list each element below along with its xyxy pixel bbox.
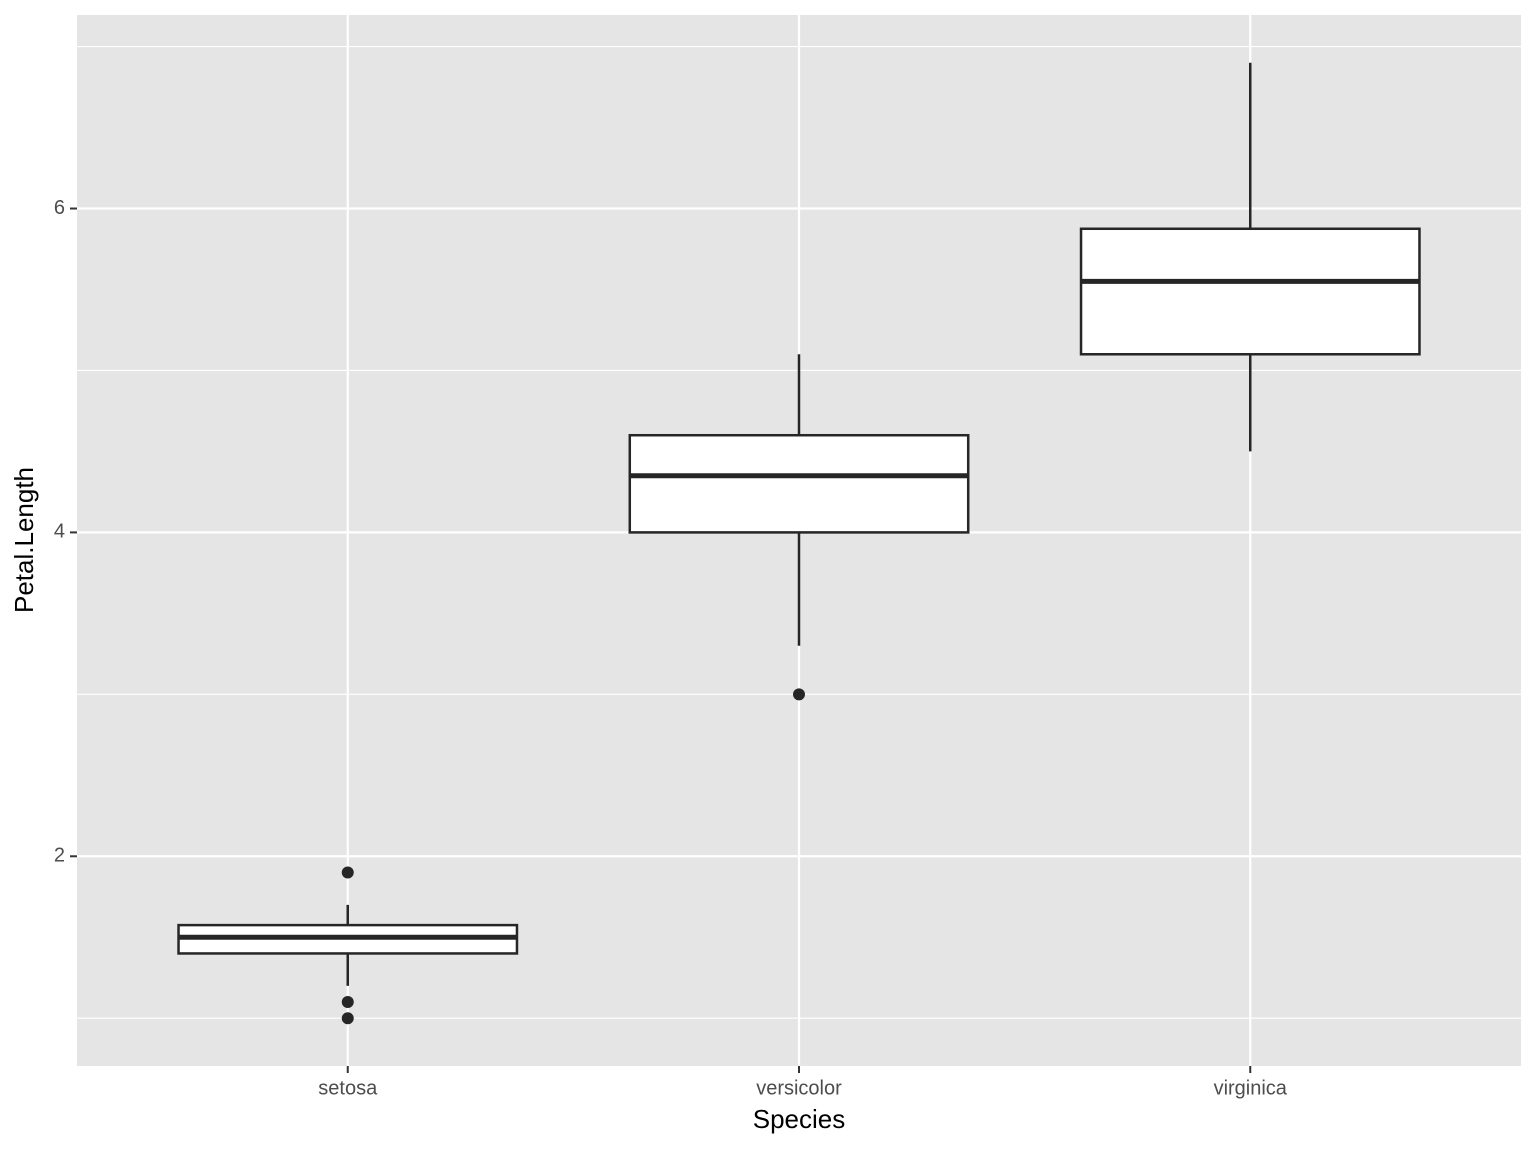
outlier [341, 1012, 354, 1025]
outlier [341, 996, 354, 1009]
x-tick-label: versicolor [756, 1077, 842, 1099]
y-tick-label: 2 [54, 845, 65, 867]
outlier [341, 866, 354, 879]
y-tick-label: 6 [54, 197, 65, 219]
outlier [793, 688, 805, 701]
box [628, 433, 970, 534]
x-tick-label: virginica [1214, 1077, 1288, 1099]
x-tick-label: setosa [318, 1077, 378, 1099]
y-tick-label: 4 [54, 521, 65, 543]
box [1079, 227, 1421, 356]
y-axis-title: Petal.Length [9, 467, 39, 613]
x-axis-title: Species [753, 1104, 846, 1134]
